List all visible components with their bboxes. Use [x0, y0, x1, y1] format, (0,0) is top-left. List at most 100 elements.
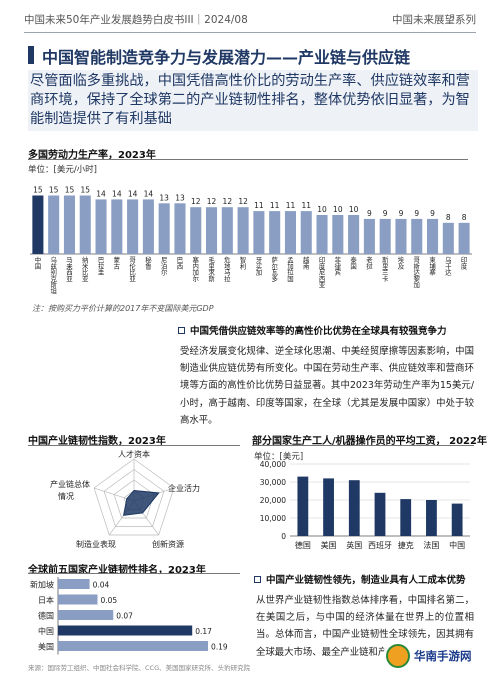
series-label: 中国未来展望系列 [392, 14, 476, 26]
bar-value-label-0: 15 [33, 186, 43, 195]
radar-grid-ring-3 [93, 458, 175, 536]
ranking-chart-rule [28, 573, 240, 574]
bar-24 [411, 218, 423, 254]
ranking-chart-title: 全球前五国家产业链韧性排名，2023年 [28, 565, 206, 576]
bar-7 [142, 199, 154, 254]
bar-15 [269, 211, 281, 254]
bar-1 [48, 195, 60, 254]
section1-paragraph: 受经济发展变化规律、逆全球化思潮、中美经贸摩擦等因素影响，中国制造业供应链优势有… [180, 346, 474, 426]
bar-9 [174, 203, 186, 254]
category-label-6: 哥伦比亚 [129, 256, 136, 283]
wage-category-label-1: 美国 [321, 540, 337, 550]
wage-bar-5 [426, 500, 437, 536]
section1-heading-text: 中国凭借供应链效率等的高性价比优势在全球具有较强竞争力 [190, 326, 447, 337]
ranking-bar-chart: 新加坡 0.04 日本 0.05 德国 0.07 中国 0.17 美国 0.19 [30, 577, 228, 655]
category-label-12: 危地马拉 [224, 255, 231, 283]
wage-y-tick-1: 10,000 [260, 514, 286, 523]
wage-chart-rule [252, 445, 474, 446]
bar-value-label-5: 14 [112, 189, 122, 198]
wage-y-tick-4: 40,000 [260, 460, 286, 469]
bar-value-label-23: 9 [399, 209, 404, 218]
bar-value-label-21: 9 [367, 209, 372, 218]
bar-17 [300, 211, 312, 254]
ranking-bar-2 [58, 610, 114, 620]
bar-value-label-15: 11 [270, 201, 280, 210]
bar-19 [332, 215, 344, 254]
bar-25 [427, 218, 439, 254]
bar-3 [79, 195, 91, 254]
title-accent-bar [28, 46, 34, 64]
bar-value-label-18: 10 [317, 205, 327, 214]
section2-heading-text: 中国产业链韧性领先，制造业具有人工成本优势 [266, 575, 466, 586]
wage-chart-title: 部分国家生产工人/机器操作员的平均工资， 2022年 [252, 436, 487, 447]
ranking-value-label-4: 0.19 [211, 643, 228, 652]
section1-heading: 中国凭借供应链效率等的高性价比优势在全球具有较强竞争力 [178, 323, 447, 337]
category-label-22: 斯里兰卡 [382, 255, 389, 283]
bar-value-label-27: 8 [462, 213, 467, 222]
ranking-bar-3 [58, 625, 193, 636]
bar-value-label-16: 11 [286, 201, 296, 210]
category-label-15: 萨尔瓦多 [271, 255, 278, 283]
bar-value-label-17: 11 [301, 201, 311, 210]
wage-bar-4 [400, 499, 412, 536]
bar-2 [63, 195, 75, 254]
bar-4 [95, 199, 107, 254]
page-title-text: 中国智能制造竞争力与发展潜力——产业链与供应链 [42, 48, 411, 67]
productivity-chart-title: 多国劳动力生产率，2023年 [28, 150, 156, 161]
wage-chart-unit: 单位：[美元] [254, 452, 304, 462]
wage-bar-1 [323, 478, 334, 536]
bar-8 [158, 203, 170, 254]
wage-bar-3 [374, 492, 386, 536]
bar-14 [253, 211, 265, 254]
bar-21 [363, 218, 375, 254]
bar-value-label-13: 12 [238, 197, 248, 206]
bar-16 [284, 211, 296, 254]
ranking-bar-0 [58, 579, 90, 589]
summary-subhead: 尽管面临多重挑战，中国凭借高性价比的劳动生产率、供应链效率和营商环境，保持了全球… [28, 70, 478, 131]
bar-value-label-2: 15 [65, 186, 75, 195]
category-label-21: 老挝 [366, 255, 373, 270]
radar-axis-label-3: 制造业表现 [76, 539, 116, 549]
bar-value-label-12: 12 [223, 197, 233, 206]
watermark-text: 华南手游网 [414, 649, 472, 663]
bar-value-label-11: 12 [207, 197, 217, 206]
report-title-label: 中国未来50年产业发展趋势白皮书III｜2024/08 [24, 14, 248, 26]
category-label-18: 印度尼西亚 [319, 256, 326, 289]
category-label-5: 蒙古 [114, 255, 121, 270]
productivity-chart-unit: 单位：[美元/小时] [28, 165, 97, 175]
productivity-chart-rule [28, 159, 468, 160]
wage-bar-chart: 0 10,000 20,000 30,000 40,000 德国 美国 英国 西班牙 捷克 法国 中国 [260, 460, 470, 550]
bar-10 [190, 207, 202, 254]
radar-axis-label-0: 人才资本 [118, 449, 150, 459]
wage-category-label-4: 捷克 [398, 540, 414, 550]
radar-axis-label-4a: 产业链总体 [50, 479, 90, 489]
bar-23 [395, 218, 407, 254]
radar-axis-label-4b: 情况 [58, 491, 74, 501]
category-label-9: 巴西 [177, 256, 184, 270]
category-label-24: 哥斯达黎加 [414, 256, 421, 289]
radar-axis-label-1: 企业活力 [168, 483, 200, 493]
wage-bar-2 [348, 480, 360, 536]
wage-y-tick-0: 0 [281, 532, 286, 541]
bar-value-label-14: 11 [254, 201, 264, 210]
bar-value-label-6: 14 [128, 189, 138, 198]
category-label-11: 毛里求斯 [208, 255, 215, 283]
bullet-square-icon [254, 576, 261, 583]
wage-y-tick-2: 20,000 [260, 496, 286, 505]
page-title: 中国智能制造竞争力与发展潜力——产业链与供应链 [28, 44, 478, 67]
category-label-17: 越南 [303, 255, 310, 270]
bar-value-label-20: 10 [349, 205, 359, 214]
category-label-13: 智利 [240, 255, 246, 270]
ranking-category-label-0: 新加坡 [30, 580, 54, 590]
bar-27 [458, 222, 470, 254]
bar-18 [316, 215, 328, 254]
bar-20 [348, 215, 360, 254]
category-label-1: 乌兹别克斯坦 [50, 255, 57, 296]
ranking-category-label-3: 中国 [38, 626, 54, 636]
category-label-19: 菲律宾 [335, 255, 342, 277]
ranking-value-label-3: 0.17 [195, 627, 212, 636]
ranking-category-label-4: 美国 [38, 642, 54, 652]
category-label-0: 中国 [35, 255, 41, 270]
ranking-value-label-1: 0.05 [100, 596, 117, 605]
